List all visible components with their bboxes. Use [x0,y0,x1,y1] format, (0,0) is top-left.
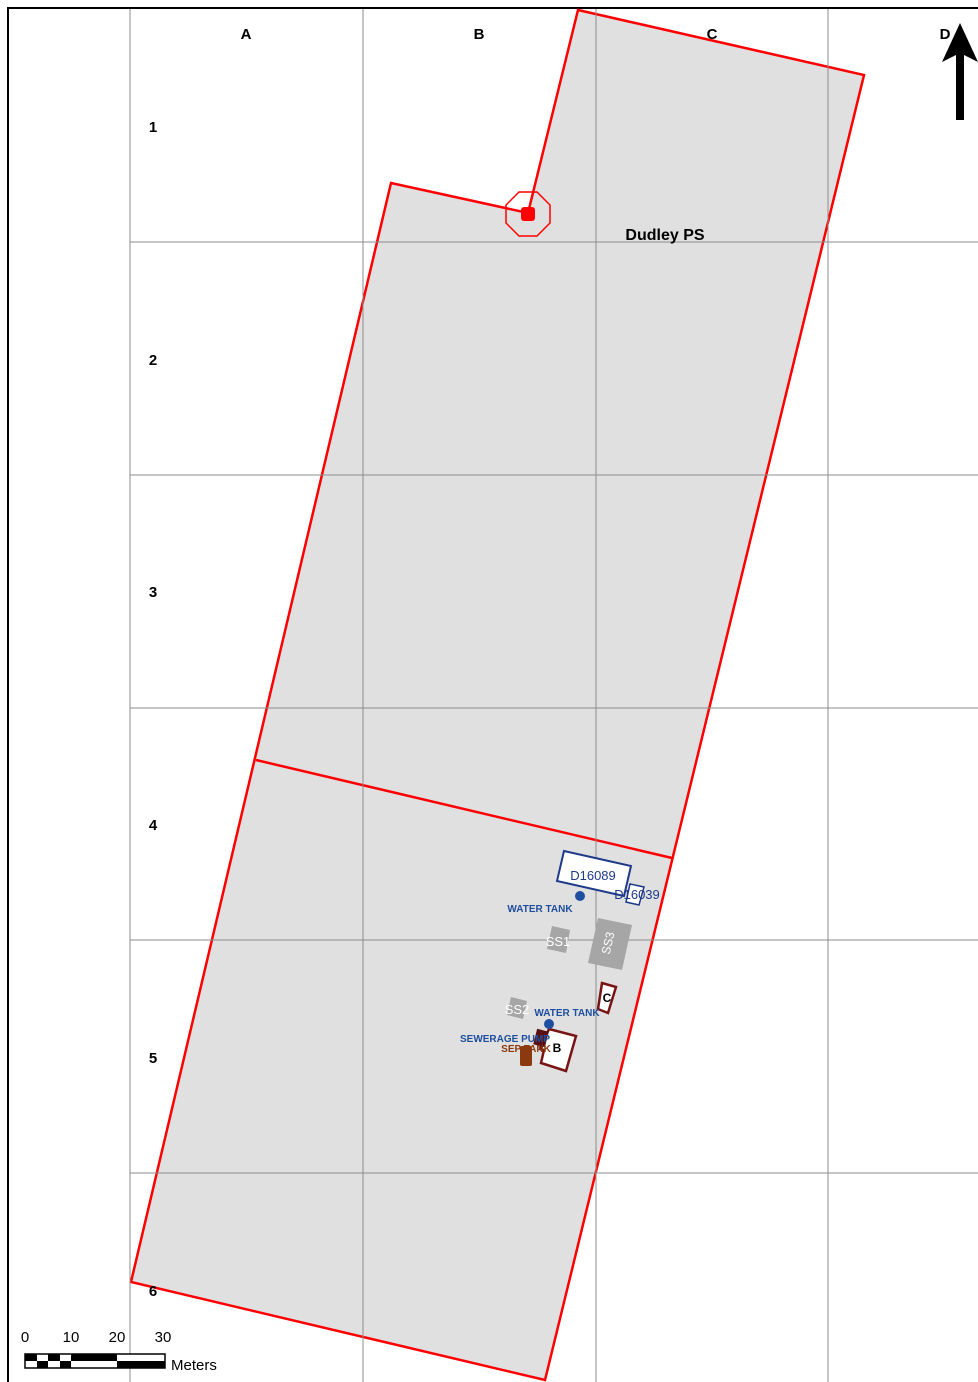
water-tank-dot-icon [544,1019,554,1029]
scale-tick-label: 10 [63,1329,80,1346]
water-tank-dot-icon [575,891,585,901]
building-c[interactable]: C [596,981,618,1015]
grid-row-label: 1 [149,119,157,136]
scale-tick-label: 0 [21,1329,29,1346]
site-divider-line [255,758,673,860]
scale-tick-label: 20 [109,1329,126,1346]
building-label: B [553,1041,562,1055]
sewerage-pump-label: SEWERAGE PUMP [460,1034,550,1045]
point-label: WATER TANK [507,904,573,915]
grid-row-label: 5 [149,1050,157,1067]
sep-tank-marker[interactable] [520,1046,532,1066]
building-label: D16089 [570,868,616,883]
zone-label: SS3 [599,930,618,956]
zone-ss3[interactable]: SS3 [588,918,632,970]
grid-col-label: B [474,26,485,43]
building-b[interactable]: B [538,1027,578,1073]
building-d16089[interactable]: D16089 [555,849,633,898]
site-name-label: Dudley PS [625,227,704,244]
building-label: D16039 [614,887,660,902]
building-label: C [603,991,612,1005]
sep-tank-label: SEP TANK [501,1044,551,1055]
site-location-marker[interactable] [505,191,551,237]
grid-row-label: 4 [149,817,158,834]
zone-ss1[interactable]: SS1 [546,926,571,953]
point-label: WATER TANK [534,1008,600,1019]
grid-col-label: C [707,26,718,43]
building-d16039[interactable]: D16039 [614,883,660,906]
scale-tick-label: 30 [155,1329,172,1346]
grid-row-label: 6 [149,1283,157,1300]
north-arrow-icon [942,23,978,120]
zone-label: SS1 [546,934,571,949]
sewerage-pump-structure[interactable] [533,1028,549,1048]
zone-label: SS2 [505,1002,530,1017]
location-marker-dot-icon [521,207,535,221]
water-tank-point[interactable]: WATER TANK [534,1008,600,1029]
grid-col-label: A [241,26,252,43]
grid-row-label: 3 [149,584,157,601]
scale-bar: 0 10 20 30 Meters [21,1329,217,1374]
water-tank-point[interactable]: WATER TANK [507,891,585,915]
location-marker-ring-icon [505,191,551,237]
scale-unit-label: Meters [171,1357,217,1374]
grid-col-label: D [940,26,951,43]
zone-ss2[interactable]: SS2 [505,997,530,1019]
grid [129,9,978,1382]
grid-row-label: 2 [149,352,157,369]
